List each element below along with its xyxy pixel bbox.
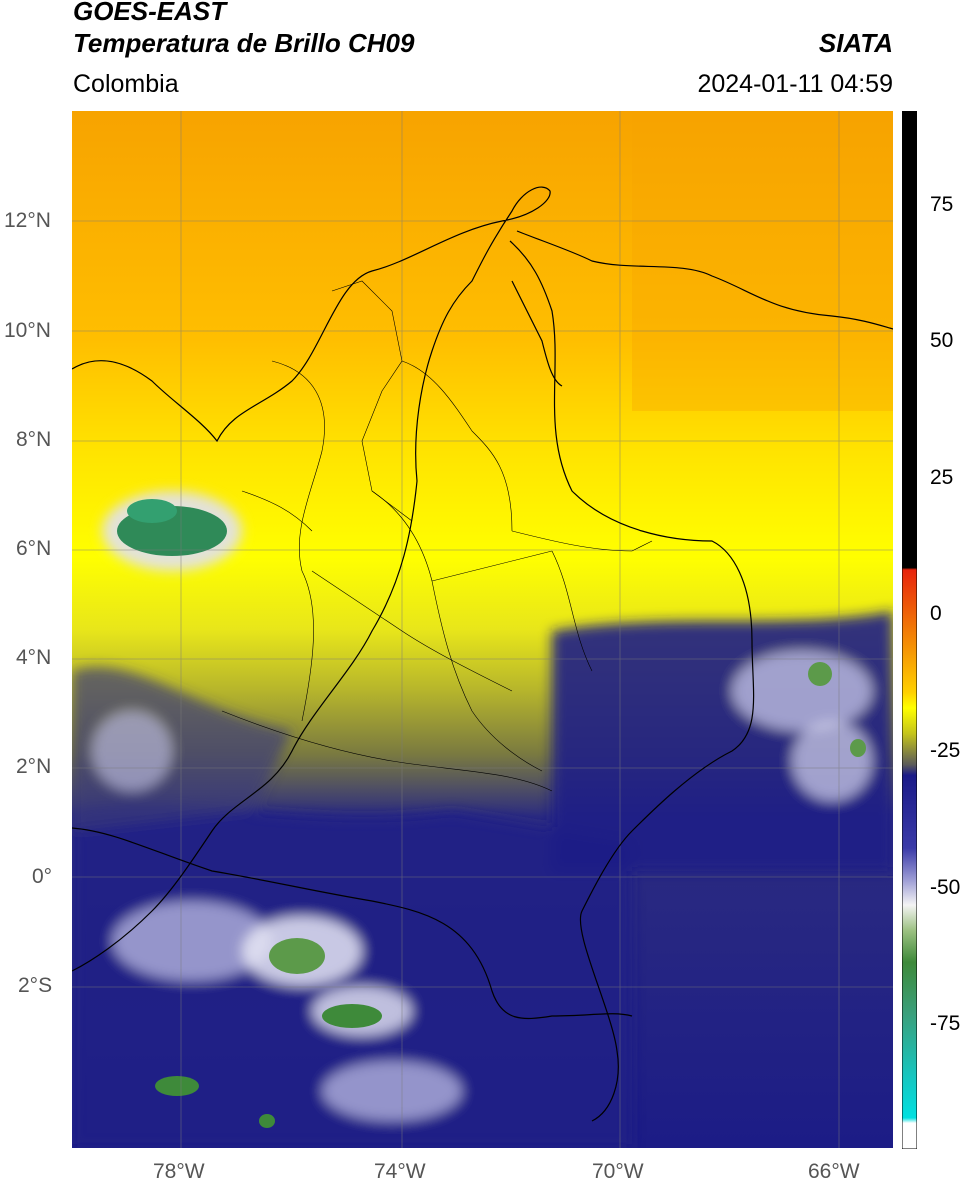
colorbar-tick-minus25: -25 <box>930 739 961 762</box>
colorbar-tick-50: 50 <box>930 329 954 352</box>
colorbar-tick-0: 0 <box>930 602 942 625</box>
colorbar-tick-25: 25 <box>930 466 954 489</box>
lon-label-66w: 66°W <box>808 1160 860 1183</box>
lat-label-6n: 6°N <box>16 537 52 560</box>
lat-label-10n: 10°N <box>4 319 51 342</box>
satellite-image-map <box>72 111 893 1148</box>
colorbar <box>902 111 917 1149</box>
region-label: Colombia <box>73 70 179 98</box>
warm-region <box>632 111 893 411</box>
lat-label-8n: 8°N <box>16 428 52 451</box>
lat-label-2n: 2°N <box>16 755 52 778</box>
lat-label-12n: 12°N <box>4 209 51 232</box>
cold-cloud-tops <box>117 499 866 1128</box>
product-title: Temperatura de Brillo CH09 <box>73 28 415 58</box>
colorbar-tick-minus50: -50 <box>930 876 961 899</box>
admin-boundaries <box>221 280 653 792</box>
colorbar-tick-minus75: -75 <box>930 1012 961 1035</box>
lat-label-equator: 0° <box>32 865 53 888</box>
lat-label-4n: 4°N <box>16 646 52 669</box>
lon-label-70w: 70°W <box>592 1160 644 1183</box>
lon-label-74w: 74°W <box>374 1160 426 1183</box>
colorbar-tick-75: 75 <box>930 193 954 216</box>
boundaries <box>72 186 893 1122</box>
agency-label: SIATA <box>818 28 893 58</box>
graticule <box>72 111 893 1148</box>
lat-label-2s: 2°S <box>18 974 53 997</box>
lon-label-78w: 78°W <box>153 1160 205 1183</box>
datetime-label: 2024-01-11 04:59 <box>697 70 893 98</box>
satellite-title: GOES-EAST <box>73 0 227 26</box>
